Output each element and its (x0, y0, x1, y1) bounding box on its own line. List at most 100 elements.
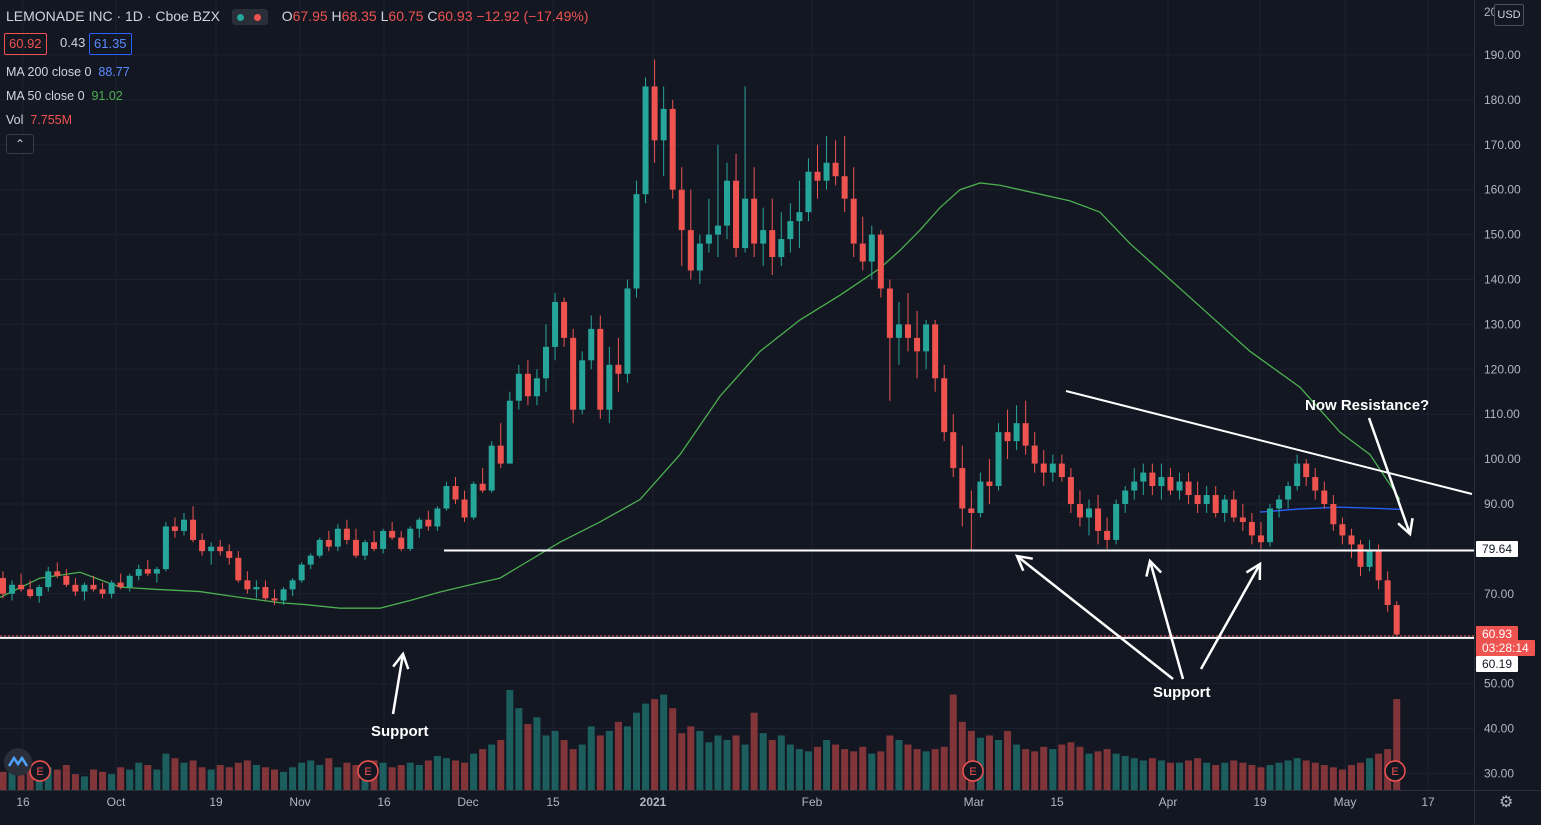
earnings-marker[interactable] (1384, 760, 1406, 782)
candle-body (461, 499, 468, 518)
gear-icon[interactable]: ⚙ (1499, 794, 1514, 811)
volume-bar (62, 765, 70, 790)
earnings-marker[interactable] (357, 760, 379, 782)
ma50-legend[interactable]: MA 50 close 0 91.02 (6, 89, 123, 103)
candle-body (841, 176, 848, 199)
candle-body (814, 171, 821, 181)
volume-bar (261, 767, 269, 790)
volume-bar (1194, 758, 1202, 790)
candle-body (923, 324, 930, 352)
volume-bar (1085, 753, 1093, 790)
volume-bar (424, 760, 432, 790)
ma200-legend[interactable]: MA 200 close 0 88.77 (6, 65, 130, 79)
candle-body (398, 537, 405, 549)
candle-body (298, 564, 305, 581)
open-value: 67.95 (292, 8, 328, 24)
candle-body (1022, 423, 1029, 446)
candle-body (986, 481, 993, 487)
candle-body (787, 221, 794, 240)
earnings-marker-label: E (36, 766, 43, 778)
candle-body (199, 539, 206, 552)
ma50-label: MA 50 close 0 (6, 89, 85, 103)
earnings-marker-label: E (1391, 766, 1398, 778)
candle-body (1294, 463, 1301, 487)
price-tick-label: 110.00 (1484, 407, 1520, 421)
bid-box[interactable]: 60.92 (4, 33, 47, 55)
price-axis[interactable]: 190.00 180.00 170.00 160.00 150.00 140.00 130.… (1484, 5, 1521, 780)
earnings-marker[interactable] (962, 760, 984, 782)
candle-body (280, 589, 287, 601)
volume-bar (1221, 762, 1229, 790)
symbol-title[interactable]: LEMONADE INC · 1D · Cboe BZX (6, 8, 220, 24)
candle-body (99, 589, 106, 594)
candle-body (733, 180, 740, 249)
arrow-head (1014, 554, 1033, 572)
candle-body (1248, 521, 1255, 536)
price-tick-label: 120.00 (1484, 362, 1521, 376)
candle-body (769, 230, 776, 258)
candle-body (36, 587, 43, 597)
candle-body (126, 575, 133, 588)
volume-legend[interactable]: Vol 7.755M (6, 113, 72, 127)
volume-bar (623, 726, 631, 790)
volume-bar (1058, 744, 1066, 790)
price-tick-label: 140.00 (1484, 273, 1521, 287)
volume-bar (117, 767, 125, 790)
volume-bar (1338, 769, 1346, 790)
volume-bar (1375, 753, 1383, 790)
arrow-head (392, 651, 410, 670)
close-value: 60.93 (437, 8, 473, 24)
candle-body (696, 243, 703, 271)
collapse-legend-button[interactable]: ⌃ (6, 134, 34, 154)
volume-bar (71, 774, 79, 790)
candle-body (1384, 580, 1391, 606)
volume-bar (895, 740, 903, 790)
volume-bar (732, 735, 740, 790)
candle-body (1393, 605, 1400, 635)
market-status-icon[interactable] (231, 9, 268, 26)
ma200-path (1259, 506, 1401, 513)
volume-bar (841, 749, 849, 790)
candle-body (1040, 463, 1047, 473)
candle-body (1366, 551, 1373, 567)
ma50-value: 91.02 (91, 89, 123, 103)
candle-body (687, 230, 694, 271)
candle-body (606, 364, 613, 410)
volume-value: 7.755M (30, 113, 73, 127)
candle-body (1004, 432, 1011, 442)
candle-body (235, 557, 242, 581)
time-axis[interactable]: 16 Oct 19 Nov 16 Dec 15 2021 Feb Mar 15 Apr 19 May 17 (16, 795, 1435, 809)
ask-box[interactable]: 61.35 (89, 33, 132, 55)
candle-body (823, 162, 830, 181)
candle-body (72, 584, 79, 592)
resistance-trendline[interactable] (1065, 390, 1473, 495)
volume-bar (388, 767, 396, 790)
volume-bar (886, 735, 894, 790)
time-tick-label: Dec (457, 795, 478, 809)
arrow-shaft (1016, 555, 1174, 680)
candle-body (1357, 544, 1364, 567)
candle-body (751, 198, 758, 244)
volume-bar (705, 742, 713, 790)
candle-body (1122, 490, 1129, 504)
earnings-marker[interactable] (29, 760, 51, 782)
volume-bar (931, 749, 939, 790)
candle-body (1348, 535, 1355, 545)
volume-bar (153, 769, 161, 790)
volume-bar (225, 767, 233, 790)
price-tick-label: 90.00 (1484, 497, 1514, 511)
volume-bar (995, 740, 1002, 790)
currency-button[interactable]: USD (1494, 4, 1524, 26)
candle-body (1321, 490, 1328, 504)
volume-bar (515, 708, 523, 790)
volume-bar (1257, 767, 1265, 790)
ma50-path (0, 182, 1401, 609)
volume-bar (1004, 730, 1012, 790)
price-tick-label: 150.00 (1484, 228, 1521, 242)
candle-body (1013, 423, 1020, 442)
volume-bar (17, 774, 25, 790)
open-label: O (281, 8, 293, 24)
time-tick-label: 16 (16, 795, 30, 809)
